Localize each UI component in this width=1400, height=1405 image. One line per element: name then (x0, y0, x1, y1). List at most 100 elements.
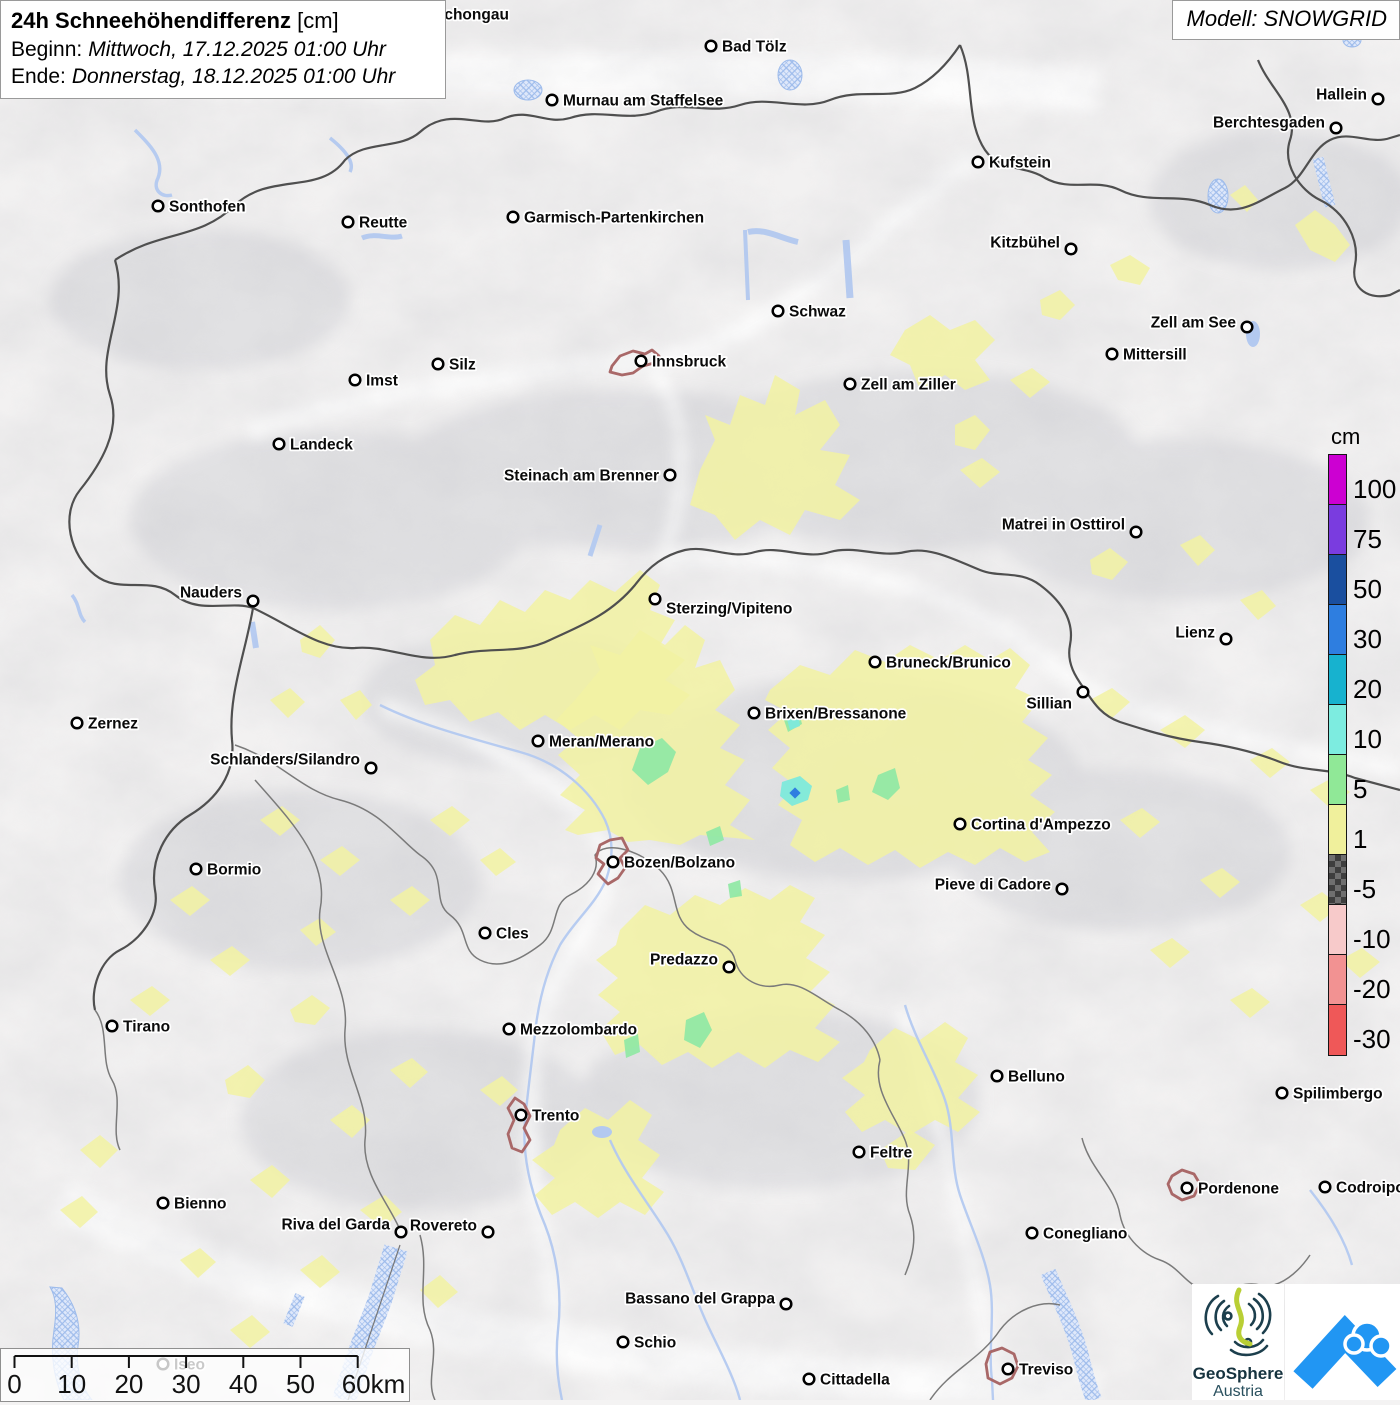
city: Riva del Garda (280, 1215, 408, 1239)
legend-value: 30 (1353, 624, 1382, 654)
legend-swatch (1328, 454, 1347, 506)
legend-swatch (1328, 1004, 1347, 1056)
city: Treviso (1001, 1360, 1075, 1380)
city-marker (1001, 1362, 1015, 1376)
geosphere-logo: GeoSphere Austria (1192, 1284, 1284, 1400)
city-label: Imst (366, 373, 398, 390)
city-label: Schio (634, 1335, 676, 1352)
city-marker (1129, 525, 1143, 539)
city-label: Murnau am Staffelsee (563, 93, 724, 110)
legend-colorbar: 100 75 50 30 20 10 5 1 -5 -10 -20 -30 (1328, 454, 1396, 1056)
city-label: Mezzolombardo (520, 1022, 637, 1039)
country-borders (68, 44, 1400, 1011)
city-marker (156, 1196, 170, 1210)
scalebar-ruler: 0 10 20 30 40 50 60km (7, 1355, 405, 1399)
legend-unit: cm (1331, 424, 1361, 449)
city-label: Berchtesgaden (1213, 115, 1325, 132)
city-marker (953, 817, 967, 831)
city-marker (1180, 1181, 1194, 1195)
city-marker (1329, 121, 1343, 135)
city-label: Matrei in Osttirol (1002, 517, 1125, 534)
legend-swatch (1328, 604, 1347, 656)
city: Mittersill (1105, 345, 1188, 365)
city: Conegliano (1025, 1224, 1129, 1244)
city-marker (272, 437, 286, 451)
geosphere-logo-icon (1204, 1287, 1272, 1357)
city-label: Bruneck/Brunico (886, 655, 1011, 672)
city-label: Brixen/Bressanone (765, 706, 907, 723)
city: Lienz (1174, 623, 1233, 646)
legend-swatch (1328, 904, 1347, 956)
city-label: Sterzing/Vipiteno (666, 601, 792, 618)
city-label: Zell am See (1151, 315, 1237, 332)
city-label: Belluno (1008, 1069, 1065, 1086)
city-marker (634, 354, 648, 368)
rivers (70, 128, 1354, 1400)
city-label: Garmisch-Partenkirchen (524, 210, 704, 227)
city-label: Landeck (290, 437, 353, 454)
legend-entry: -20 (1328, 954, 1391, 1006)
city-marker (663, 468, 677, 482)
city-label: Kitzbühel (990, 235, 1060, 252)
legend-swatch (1328, 754, 1347, 806)
city-marker (971, 155, 985, 169)
city-label: Sillian (1026, 696, 1072, 713)
city-marker (105, 1019, 119, 1033)
city-marker (1105, 347, 1119, 361)
legend-entry: 30 (1328, 604, 1382, 656)
city: Bruneck/Brunico (868, 653, 1013, 673)
scalebar: 0 10 20 30 40 50 60km (0, 1348, 410, 1402)
city-boundary-treviso (984, 1346, 1020, 1386)
city: Sterzing/Vipiteno (648, 592, 794, 619)
city-marker (348, 373, 362, 387)
city-boundaries (506, 348, 1202, 1386)
period-begin: Beginn: Mittwoch, 17.12.2025 01:00 Uhr (11, 37, 386, 61)
city-marker (779, 1297, 793, 1311)
legend-value: 75 (1353, 524, 1382, 554)
geosphere-country: Austria (1213, 1383, 1263, 1400)
legend-entry: 5 (1328, 754, 1367, 806)
city: Sonthofen (151, 197, 247, 217)
city: Pordenone (1180, 1179, 1281, 1199)
legend-entry: 10 (1328, 704, 1382, 756)
city-label: Schongau (434, 7, 509, 24)
city: Murnau am Staffelsee (545, 91, 725, 111)
snow-patch-20-30cm (789, 787, 801, 799)
city: Kufstein (971, 153, 1053, 173)
city-marker (506, 210, 520, 224)
city: Bormio (189, 860, 263, 880)
city-marker (771, 304, 785, 318)
city: Brixen/Bressanone (747, 704, 908, 724)
legend-swatch (1328, 854, 1347, 906)
city-marker (802, 1372, 816, 1386)
city-marker (189, 862, 203, 876)
city: Bienno (156, 1194, 228, 1214)
city: Landeck (272, 435, 355, 455)
city: Predazzo (648, 950, 736, 974)
legend-value: -20 (1353, 974, 1391, 1004)
mountain-cloud-icon (1293, 1314, 1397, 1389)
city-marker (1064, 242, 1078, 256)
legend-entry: 100 (1328, 454, 1396, 506)
city-label: Tirano (123, 1019, 170, 1036)
city: Zernez (70, 714, 140, 734)
city-marker (246, 594, 260, 608)
city-marker (990, 1069, 1004, 1083)
legend-swatch (1328, 654, 1347, 706)
city: Cittadella (802, 1370, 892, 1390)
city-marker (843, 377, 857, 391)
city: Schwaz (771, 302, 848, 322)
city: Trento (514, 1106, 581, 1126)
legend-swatch (1328, 554, 1347, 606)
city: Schio (616, 1333, 678, 1353)
city-label: Predazzo (650, 952, 718, 969)
title-box: 24h Schneehöhendifferenz [cm] Beginn: Mit… (0, 0, 446, 100)
city-marker (394, 1225, 408, 1239)
city-marker (531, 734, 545, 748)
legend-entry: 1 (1328, 804, 1367, 856)
city: Spilimbergo (1275, 1084, 1384, 1104)
cities-layer: Schongau Bad Tölz Murnau am Staffelsee Hall… (70, 5, 1400, 1390)
city: Pieve di Cadore (933, 875, 1069, 896)
city-label: Bozen/Bolzano (624, 855, 735, 872)
